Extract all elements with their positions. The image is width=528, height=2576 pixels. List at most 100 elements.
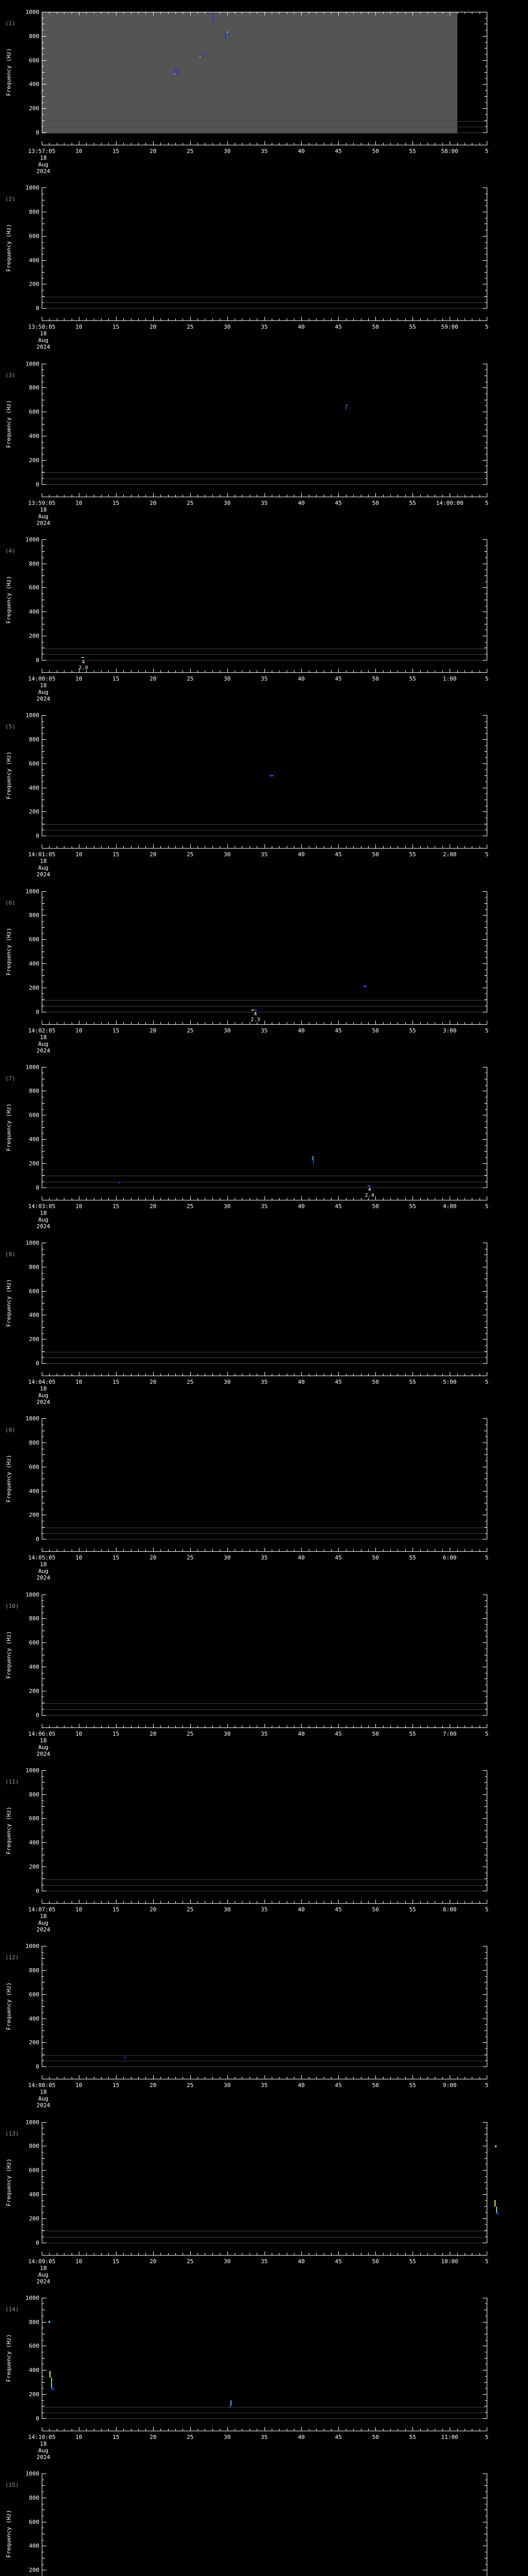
x-axis [42,848,487,849]
x-tick [145,2252,146,2255]
x-tick [190,493,191,497]
x-tick [153,141,154,145]
y-tick-label: 400 [29,1839,39,1846]
x-tick-top [168,12,169,14]
y-tick [485,2212,487,2213]
y-tick [42,733,44,734]
y-tick [485,2200,487,2201]
y-tick [483,484,487,485]
y-tick [485,829,487,831]
x-tick-label: 40 [298,1554,305,1562]
x-tick-label: 11:00 [441,2433,458,2441]
x-tick-label: 14:06:05 [28,1730,56,1737]
y-tick [42,2048,44,2049]
y-tick [484,775,487,776]
panel-number: (9) [5,1427,15,1434]
x-tick-label: 20 [150,675,157,682]
y-tick [42,96,45,97]
y-tick [42,1842,46,1843]
x-tick [197,143,199,145]
y-tick-label: 200 [29,1336,39,1343]
date-label: 2024 [36,519,51,527]
x-tick [212,1022,213,1024]
y-tick [483,460,487,461]
y-tick-label: 400 [29,1663,39,1670]
x-tick [390,1725,391,1727]
y-tick [42,1636,44,1637]
x-tick-label: 25 [187,2258,194,2265]
x-tick [190,2427,191,2431]
y-tick [42,745,44,746]
x-tick [49,1197,50,1200]
y-tick [42,2400,44,2401]
y-tick-label: 800 [29,1263,39,1270]
y-tick-label: 800 [29,384,39,392]
y-tick-label: 800 [29,2494,39,2501]
x-tick-label: 45 [335,851,342,858]
y-tick [42,1606,45,1607]
y-tick [42,1291,46,1292]
x-tick [197,1901,199,1903]
y-tick-label: 600 [29,1815,39,1822]
date-label: 18 [40,1912,47,1920]
x-tick [331,2252,332,2255]
x-tick [138,143,139,145]
x-tick [368,1197,369,1200]
y-tick [42,1418,46,1419]
y-tick-label: 600 [29,584,39,591]
y-tick-label: 0 [36,129,39,136]
y-tick [42,739,46,740]
x-tick [353,2252,354,2255]
y-tick [42,727,45,728]
reference-line [42,308,487,309]
x-tick [457,1549,458,1552]
y-tick [42,2006,45,2007]
y-tick [483,2170,487,2171]
x-tick [331,1197,332,1200]
y-tick [42,2358,45,2359]
y-tick [42,1351,45,1352]
y-tick [483,739,487,740]
date-label: 18 [40,1737,47,1744]
y-tick [42,90,44,91]
y-tick [484,1327,487,1328]
y-tick [485,1788,487,1789]
y-tick [483,539,487,540]
x-axis [42,1727,487,1728]
x-tick [457,318,458,321]
x-tick [212,494,213,497]
x-tick [86,670,87,672]
x-tick [316,1725,317,1727]
x-tick [383,494,384,497]
x-tick-top [301,12,302,15]
y-tick-label: 600 [29,1112,39,1119]
x-tick-label: 20 [150,1379,157,1385]
x-tick [101,670,102,672]
x-tick [86,1549,87,1552]
y-tick [485,1976,487,1977]
y-tick [42,811,46,812]
y-tick [485,2412,487,2413]
spectrogram-panel: (15)Frequency (Hz)0200400600800100014:11… [0,2462,528,2576]
x-tick-label: 13:58:05 [28,324,56,331]
y-tick [485,2303,487,2304]
y-tick [485,1309,487,1310]
x-tick [175,2252,176,2255]
x-tick [145,1725,146,1727]
x-tick-label: 20 [150,1554,157,1562]
x-tick-label: 30 [223,148,231,155]
x-tick [368,1901,369,1903]
y-axis-title: Frequency (Hz) [5,2510,12,2558]
panel-number: (12) [5,1954,19,1961]
x-tick [412,1372,414,1376]
x-tick-label: 30 [223,1906,231,1913]
x-tick [457,2252,458,2255]
y-tick [42,460,46,461]
x-tick [86,143,87,145]
spectrogram-mark [270,774,274,776]
y-tick [42,933,44,934]
x-tick [375,1899,376,1903]
y-tick-label: 200 [29,2391,39,2398]
x-tick-label: 25 [187,1730,194,1737]
x-tick [145,1022,146,1024]
